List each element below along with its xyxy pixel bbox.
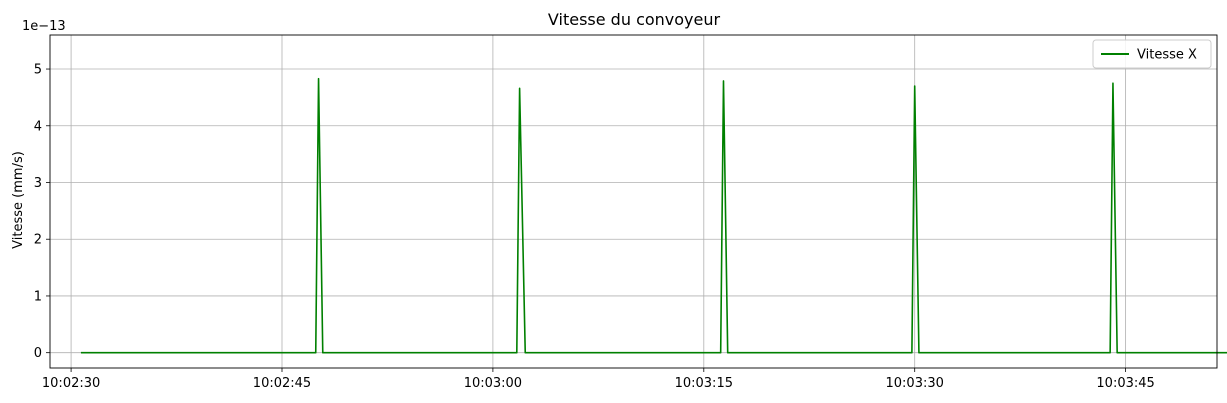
x-tick-label: 10:03:45: [1096, 376, 1154, 391]
x-tick-label: 10:03:30: [886, 376, 944, 391]
y-offset-text: 1e−13: [22, 19, 66, 34]
x-tick-label: 10:02:45: [253, 376, 311, 391]
y-tick-label: 0: [34, 346, 42, 361]
x-tick-label: 10:03:00: [464, 376, 522, 391]
ticks-layer: 10:02:30 10:02:45 10:03:00 10:03:15 10:03:30…: [34, 63, 1155, 391]
y-tick-label: 4: [34, 119, 42, 134]
y-tick-label: 1: [34, 289, 42, 304]
legend: Vitesse X: [1092, 39, 1212, 69]
grid-layer: [50, 35, 1217, 368]
y-tick-label: 5: [34, 63, 42, 78]
x-tick-label: 10:03:15: [675, 376, 733, 391]
y-tick-label: 3: [34, 176, 42, 191]
axes-layer: [49, 34, 1218, 369]
y-tick-label: 2: [34, 233, 42, 248]
series-layer: [80, 77, 1227, 354]
legend-box: [1092, 39, 1212, 69]
axes-frame: [49, 34, 1218, 369]
legend-label: Vitesse X: [1137, 48, 1197, 63]
chart-title: Vitesse du convoyeur: [548, 10, 721, 29]
y-axis-label: Vitesse (mm/s): [11, 151, 26, 249]
x-tick-label: 10:02:30: [42, 376, 100, 391]
series-line: [80, 77, 1227, 354]
